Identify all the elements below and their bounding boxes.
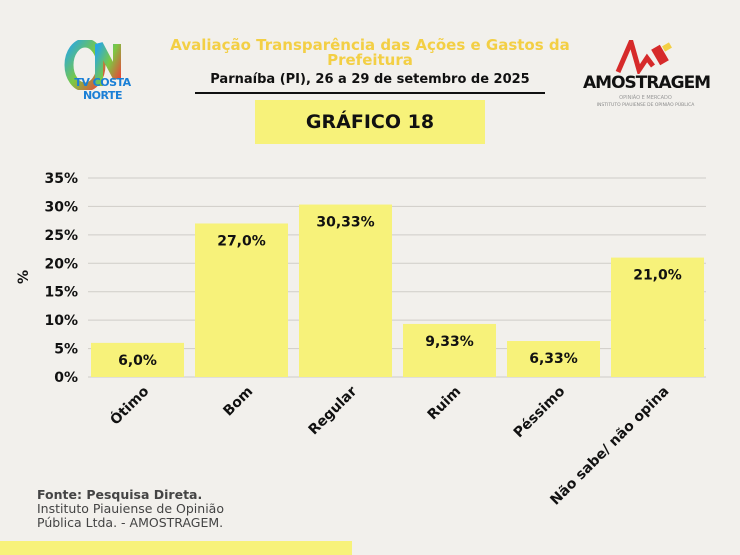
bottom-accent-bar (0, 541, 352, 555)
y-tick-label: 35% (44, 171, 78, 187)
tv-costa-norte-logo: TV COSTA NORTE (55, 38, 150, 102)
x-tick-label: Bom (220, 384, 256, 420)
y-axis-label: % (16, 270, 32, 284)
amostragem-mark-icon (615, 34, 672, 76)
y-tick-label: 25% (44, 228, 78, 244)
chart-title: Avaliação Transparência das Ações e Gast… (170, 36, 570, 69)
y-tick-label: 20% (44, 256, 78, 272)
data-label: 6,33% (529, 351, 578, 367)
source-title: Fonte: Pesquisa Direta. (37, 487, 203, 502)
bar (611, 257, 704, 377)
x-tick-label: Ruim (425, 384, 465, 424)
divider (195, 92, 545, 94)
bar (91, 342, 184, 377)
data-label: 21,0% (633, 268, 682, 284)
data-label: 27,0% (217, 233, 266, 249)
y-tick-label: 15% (44, 285, 78, 301)
y-tick-label: 10% (44, 313, 78, 329)
chart-number-label: GRÁFICO 18 (255, 100, 485, 144)
data-label: 6,0% (118, 353, 157, 369)
x-tick-label: Péssimo (511, 383, 569, 441)
bar (299, 204, 392, 377)
y-tick-label: 30% (44, 199, 78, 215)
x-tick-label: Não sabe/ não opina (547, 384, 672, 509)
x-tick-label: Regular (306, 383, 361, 438)
bar (403, 323, 496, 377)
source-note: Fonte: Pesquisa Direta. Instituto Piauie… (37, 488, 224, 530)
source-line-2: Pública Ltda. - AMOSTRAGEM. (37, 515, 224, 530)
y-tick-label: 5% (54, 342, 78, 358)
source-line-1: Instituto Piauiense de Opinião (37, 501, 224, 516)
data-label: 30,33% (316, 215, 374, 231)
bar (507, 341, 600, 377)
amostragem-logo: AMOSTRAGEM OPINIÃO E MERCADO INSTITUTO P… (583, 34, 711, 110)
subtitle: Parnaíba (PI), 26 a 29 de setembro de 20… (210, 72, 530, 87)
bar (195, 223, 288, 377)
cn-logo-icon (64, 38, 121, 92)
y-tick-label: 0% (54, 370, 78, 386)
x-tick-label: Ótimo (106, 382, 153, 429)
data-label: 9,33% (425, 334, 474, 350)
